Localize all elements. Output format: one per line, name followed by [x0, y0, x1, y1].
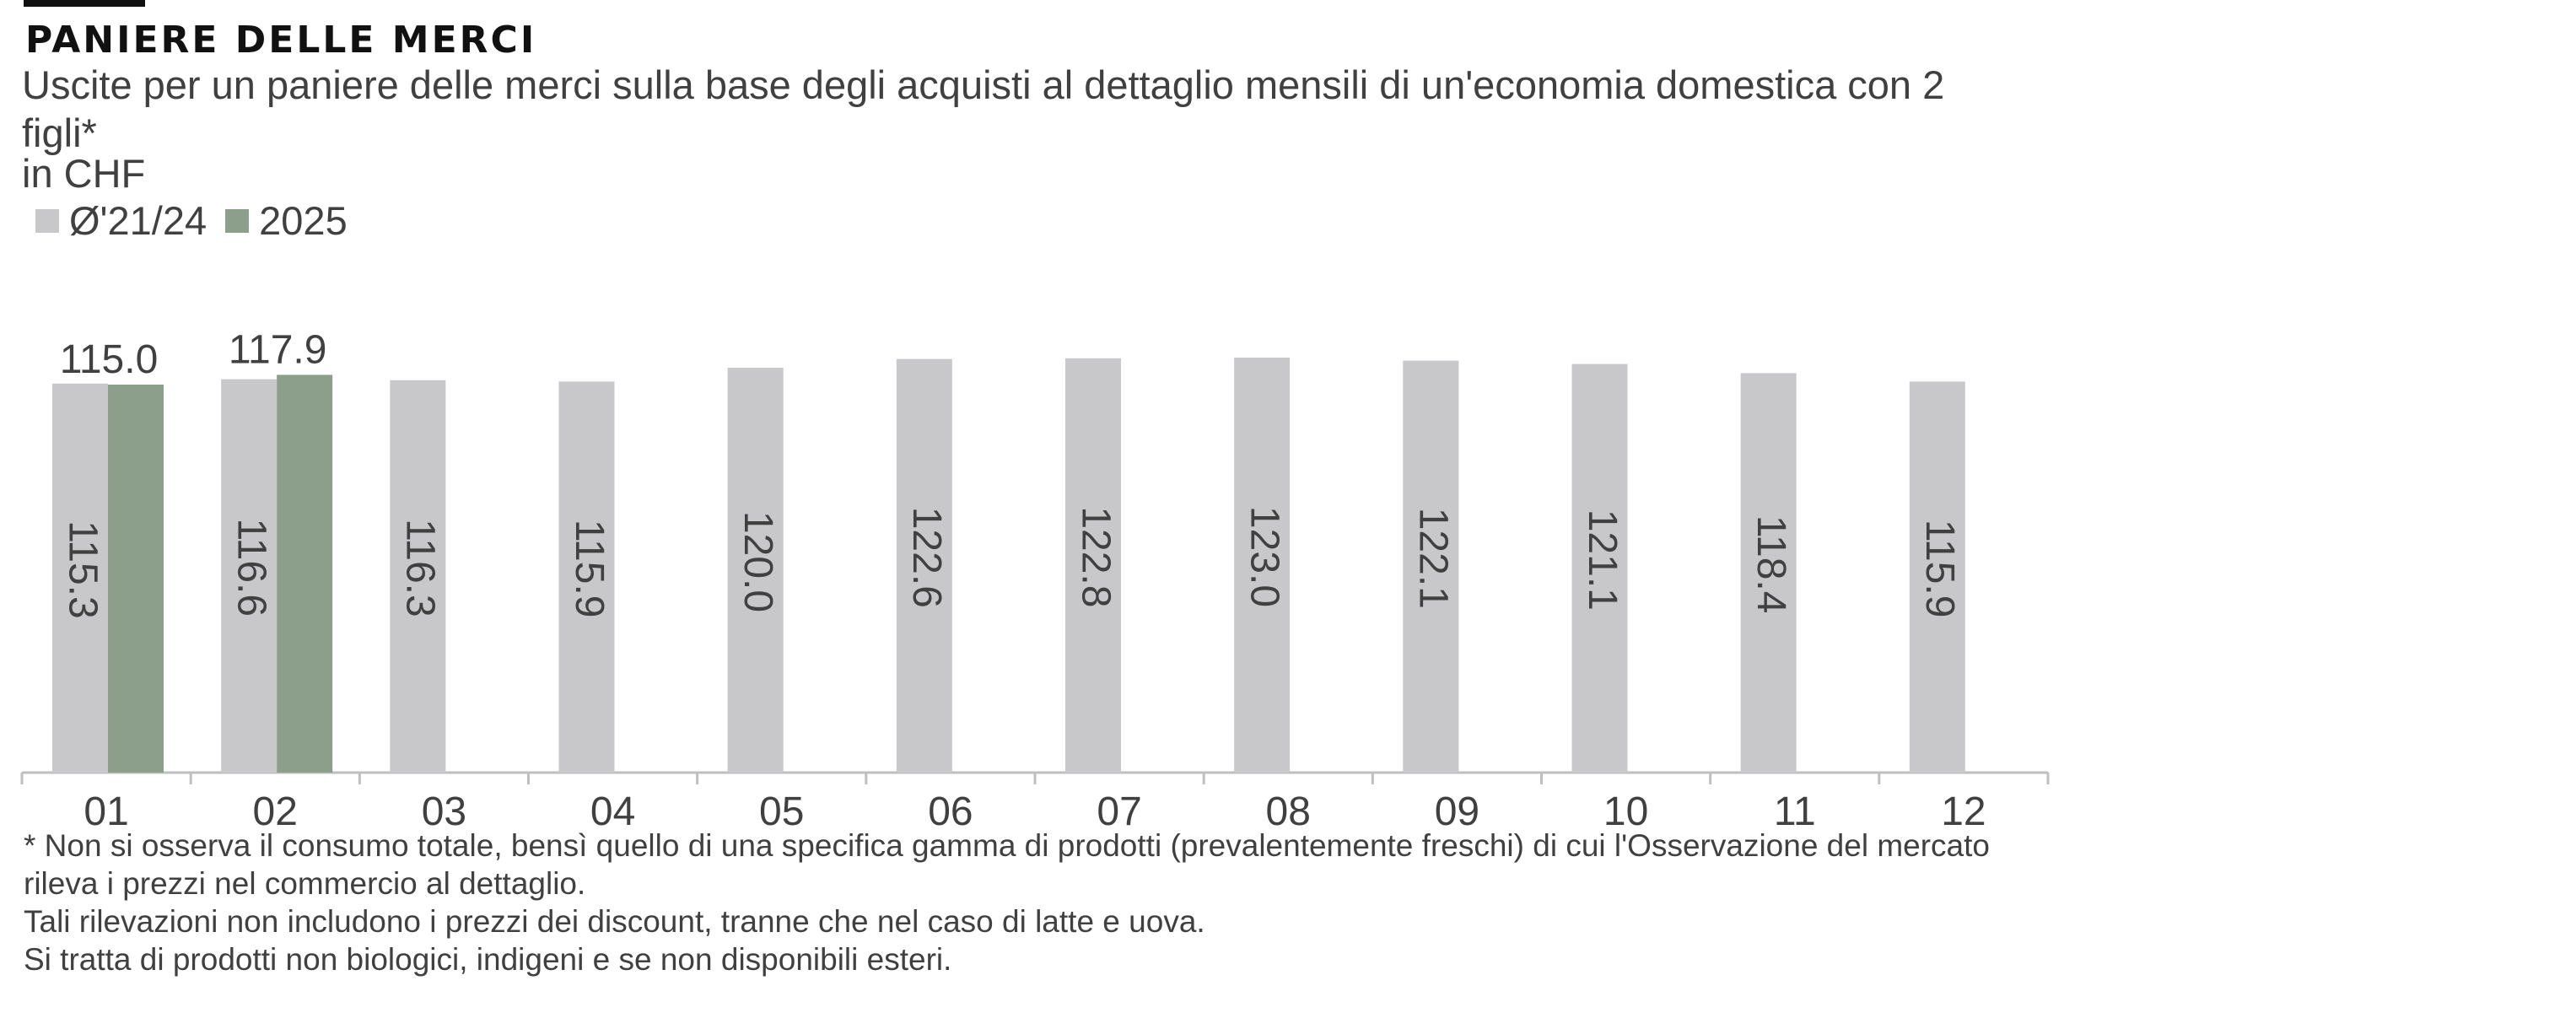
bar-avg-09: [1403, 360, 1459, 773]
data-label-avg-11: 118.4: [1749, 515, 1793, 614]
bar-avg-01: [52, 383, 108, 773]
bar-avg-04: [558, 381, 615, 773]
data-label-avg-01: 115.3: [60, 520, 105, 619]
footnote-line-3: Si tratta di prodotti non biologici, ind…: [24, 942, 952, 977]
x-tick-label-06: 06: [928, 789, 973, 827]
footnote-line-1: * Non si osserva il consumo totale, bens…: [24, 828, 1990, 901]
legend-item-avg: Ø'21/24: [35, 197, 207, 244]
data-label-avg-09: 122.1: [1411, 508, 1456, 609]
x-tick-label-12: 12: [1941, 789, 1986, 827]
footnote-line-2: Tali rilevazioni non includono i prezzi …: [24, 904, 1205, 939]
data-label-2025-01: 115.0: [60, 337, 159, 382]
legend: Ø'21/24 2025: [35, 197, 366, 244]
bar-avg-10: [1571, 364, 1628, 773]
x-tick-label-07: 07: [1097, 789, 1141, 827]
x-tick-label-10: 10: [1603, 789, 1648, 827]
x-tick-label-02: 02: [253, 789, 298, 827]
footnote: * Non si osserva il consumo totale, bens…: [24, 827, 2031, 978]
data-label-avg-05: 120.0: [736, 511, 780, 612]
x-tick-label-01: 01: [84, 789, 128, 827]
bar-avg-02: [221, 379, 278, 773]
bar-avg-03: [390, 380, 446, 773]
chart-title: PANIERE DELLE MERCI: [25, 19, 537, 62]
title-rule: [24, 0, 145, 7]
data-label-avg-08: 123.0: [1242, 506, 1286, 607]
data-label-2025-02: 117.9: [229, 327, 327, 372]
legend-swatch-avg: [35, 208, 59, 233]
chart-subtitle: Uscite per un paniere delle merci sulla …: [22, 62, 1945, 155]
legend-item-2025: 2025: [225, 197, 348, 244]
data-label-avg-03: 116.3: [398, 519, 443, 617]
x-tick-label-09: 09: [1435, 789, 1479, 827]
x-tick-label-04: 04: [590, 789, 635, 827]
data-label-avg-04: 115.9: [567, 520, 612, 618]
bar-avg-11: [1740, 373, 1797, 773]
data-label-avg-10: 121.1: [1580, 509, 1625, 611]
bar-avg-07: [1065, 358, 1121, 773]
data-label-avg-06: 122.6: [904, 507, 949, 608]
data-label-avg-02: 116.6: [229, 519, 273, 617]
bar-2025-01: [108, 385, 164, 773]
x-tick-label-05: 05: [759, 789, 804, 827]
legend-label-2025: 2025: [259, 198, 348, 243]
data-label-avg-07: 122.8: [1073, 506, 1118, 607]
x-tick-label-03: 03: [422, 789, 466, 827]
bar-chart: 115.3 115.0 01 116.6 117.9 02 116.3 03 115.9 04 12…: [20, 327, 2050, 827]
unit-label: in CHF: [22, 151, 146, 196]
bar-avg-05: [727, 368, 784, 773]
bar-avg-06: [896, 358, 952, 773]
data-label-avg-12: 115.9: [1917, 520, 1962, 618]
legend-swatch-2025: [225, 208, 250, 233]
bar-2025-02: [277, 374, 333, 773]
x-tick-label-08: 08: [1266, 789, 1311, 827]
bar-avg-12: [1909, 381, 1965, 773]
legend-label-avg: Ø'21/24: [69, 198, 207, 243]
bar-avg-08: [1234, 358, 1291, 773]
x-tick-label-11: 11: [1774, 789, 1816, 827]
